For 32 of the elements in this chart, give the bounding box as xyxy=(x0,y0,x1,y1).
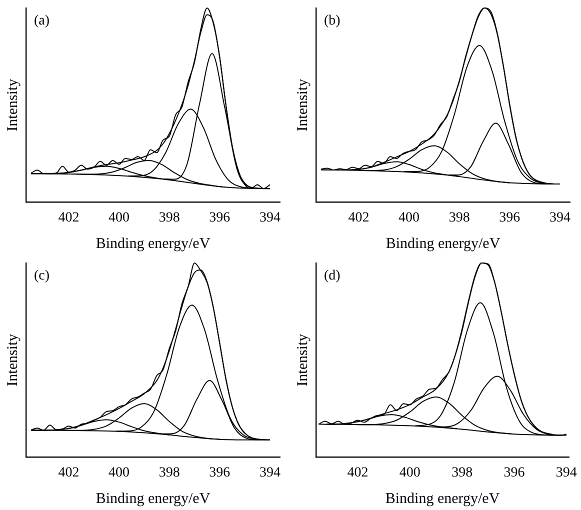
x-tick-label: 398 xyxy=(452,465,473,480)
x-tick-label: 396 xyxy=(209,465,230,480)
x-tick-label: 394 xyxy=(259,210,280,226)
x-tick-label: 398 xyxy=(158,465,180,480)
chart-title: (d) xyxy=(324,268,341,284)
x-tick-label: 400 xyxy=(399,465,420,480)
x-axis-title: Binding energy/eV xyxy=(96,490,210,507)
x-tick-label: 394 xyxy=(549,210,570,226)
x-tick-label: 394 xyxy=(259,465,280,480)
x-tick-label: 402 xyxy=(58,465,80,480)
y-axis-title: Intensity xyxy=(4,333,21,386)
x-tick-label: 400 xyxy=(108,210,130,226)
x-tick-label: 394 xyxy=(556,465,577,480)
x-tick-label: 402 xyxy=(348,210,370,226)
x-tick-label: 396 xyxy=(209,210,230,226)
y-axis-title: Intensity xyxy=(4,78,21,132)
y-axis-title: Intensity xyxy=(294,78,311,132)
chart-title: (a) xyxy=(34,14,50,29)
x-axis-title: Binding energy/eV xyxy=(385,490,500,507)
x-tick-label: 398 xyxy=(448,210,470,226)
x-tick-label: 402 xyxy=(347,465,368,480)
x-tick-label: 400 xyxy=(108,465,130,480)
x-tick-label: 396 xyxy=(504,465,525,480)
y-axis-title: Intensity xyxy=(294,333,311,386)
chart-title: (c) xyxy=(34,268,50,284)
x-axis-title: Binding energy/eV xyxy=(96,236,210,252)
x-tick-label: 402 xyxy=(58,210,80,226)
x-tick-label: 396 xyxy=(499,210,520,226)
chart-title: (b) xyxy=(324,14,341,29)
x-tick-label: 398 xyxy=(158,210,180,226)
x-tick-label: 400 xyxy=(398,210,420,226)
x-axis-title: Binding energy/eV xyxy=(386,236,500,252)
